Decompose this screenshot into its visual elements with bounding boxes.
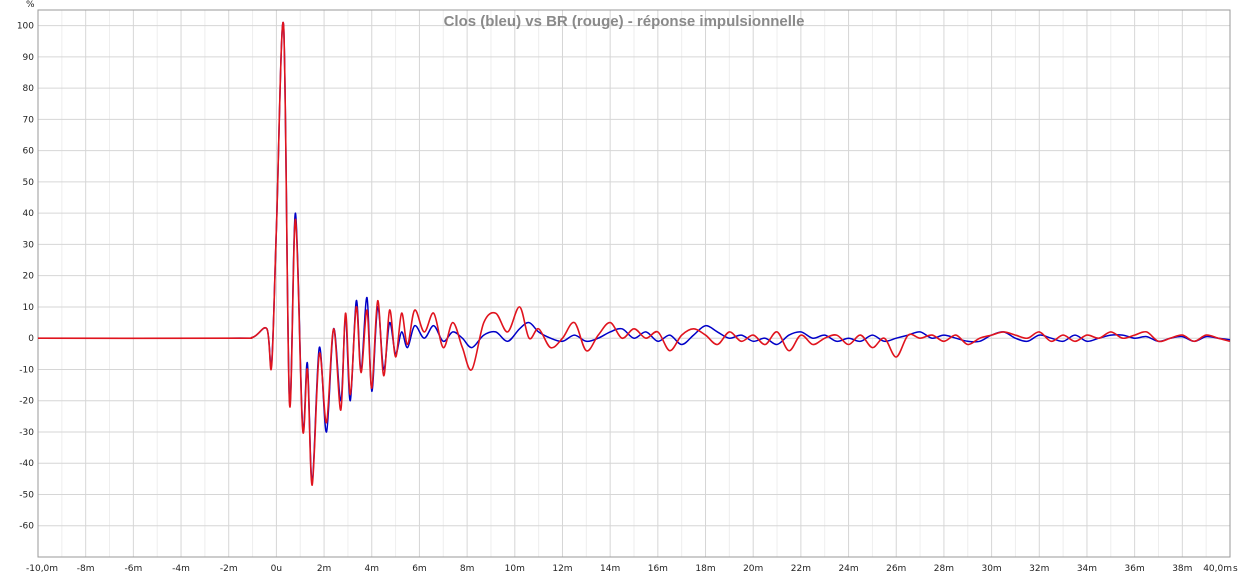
x-tick-label: 40,0m [1203,564,1232,574]
y-tick-label: -50 [19,490,34,500]
x-tick-label: 20m [743,564,763,574]
x-tick-label: -10,0m [26,564,58,574]
x-tick-label: 30m [981,564,1001,574]
x-tick-label: 14m [600,564,620,574]
y-axis-label: % [26,0,35,10]
y-tick-label: 0 [28,334,34,344]
chart-title: Clos (bleu) vs BR (rouge) - réponse impu… [444,13,805,30]
x-tick-label: 2m [317,564,332,574]
x-tick-label: -8m [77,564,95,574]
y-tick-label: 100 [17,22,34,32]
plot-frame [37,9,1231,558]
series-line-red [37,21,1231,486]
y-tick-label: 10 [23,303,35,313]
y-tick-label: -10 [19,365,34,375]
y-tick-label: 70 [23,115,35,125]
x-tick-label: -6m [124,564,142,574]
x-tick-label: 4m [365,564,380,574]
x-axis-ticks: -10,0m -8m -6m -4m -2m 0u 2m 4m 6m 8m 10m 12m 14m 16m… [26,564,1232,574]
x-tick-label: 32m [1029,564,1049,574]
x-tick-label: 24m [838,564,858,574]
y-tick-label: -20 [19,397,34,407]
series-layer [37,21,1231,486]
y-tick-label: -30 [19,428,34,438]
x-tick-label: 10m [505,564,525,574]
x-tick-label: 22m [791,564,811,574]
x-tick-label: 18m [695,564,715,574]
y-tick-label: 40 [23,209,35,219]
x-tick-label: 26m [886,564,906,574]
x-tick-label: 0u [271,564,282,574]
y-tick-label: 90 [23,53,35,63]
y-tick-label: 50 [23,178,35,188]
x-tick-label: -2m [220,564,238,574]
x-tick-label: 28m [934,564,954,574]
x-tick-label: 38m [1172,564,1192,574]
x-tick-label: 12m [552,564,572,574]
y-tick-label: -60 [19,522,34,532]
x-tick-label: 8m [460,564,475,574]
x-tick-label: 6m [412,564,427,574]
y-tick-label: 60 [23,147,35,157]
x-tick-label: 36m [1125,564,1145,574]
x-unit-label: s [1233,564,1238,574]
x-tick-label: 16m [648,564,668,574]
y-tick-label: 30 [23,240,35,250]
y-tick-label: 20 [23,272,35,282]
y-tick-label: 80 [23,84,35,94]
grid-lines [37,10,1231,557]
x-tick-label: 34m [1077,564,1097,574]
x-tick-label: -4m [172,564,190,574]
y-tick-label: -40 [19,459,34,469]
